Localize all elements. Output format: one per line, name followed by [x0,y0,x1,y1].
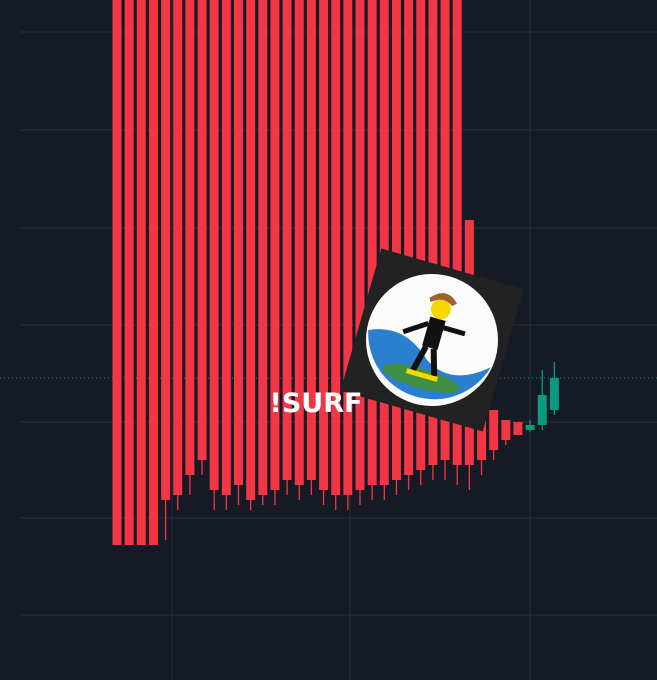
logo-leg [410,345,429,372]
candle-body [319,0,329,490]
candle-body [306,0,316,480]
candle-body [124,0,134,545]
logo-island [382,363,460,394]
candle-body [185,0,195,475]
candle-body [173,0,183,495]
candle-body [452,0,462,465]
candle-body [391,0,401,480]
candle-body [440,0,450,460]
candle-body [355,0,365,490]
candle-body [367,0,377,485]
logo-water [368,329,491,400]
candle-body [112,0,122,545]
candle-body [234,0,243,485]
candle-body [209,0,219,490]
candle-body [270,0,280,490]
candle-body [258,0,268,495]
token-logo [340,248,524,432]
candle-body [161,0,171,500]
candle-body [416,0,426,470]
logo-arm [402,321,430,335]
logo-leg [430,348,438,377]
candle-body [221,0,231,495]
candle-body [404,0,414,475]
candle-body [282,0,292,480]
candle-body [197,0,207,460]
logo-hair [429,293,458,307]
candle-body [294,0,304,485]
candle-body [501,420,511,440]
candle-body [343,0,353,495]
candle-body [331,0,341,495]
logo-board [405,368,439,382]
candle-body [525,425,535,430]
logo-arm [443,325,466,337]
annotation: !SURF [270,388,363,419]
candle-body [246,0,256,500]
candle-body [489,410,499,450]
candles [112,0,559,545]
candle-body [513,422,523,435]
candle-body [379,0,389,485]
logo-head [430,299,451,320]
candle-body [428,0,438,465]
candle-body [549,378,559,410]
candle-body [148,0,158,545]
candle-body [136,0,146,545]
candle-body [537,395,547,425]
